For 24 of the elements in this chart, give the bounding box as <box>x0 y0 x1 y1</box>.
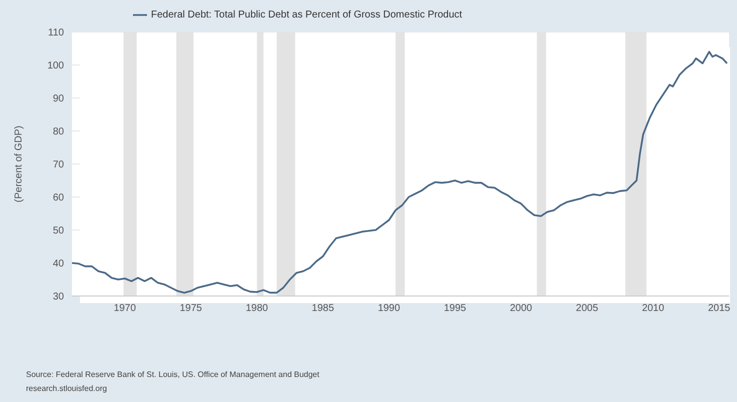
x-tick-label: 1975 <box>180 303 202 314</box>
y-tick-label: 60 <box>52 192 64 204</box>
source-note: Source: Federal Reserve Bank of St. Louis, US. Office of Management and Budget <box>26 369 320 381</box>
x-tick-label: 1970 <box>114 303 136 314</box>
text: research.stlouisfed.org <box>26 383 108 395</box>
y-axis-title: (Percent of GDP) <box>14 126 25 202</box>
y-tick-label: 80 <box>52 126 64 138</box>
y-tick-label: 50 <box>52 226 64 237</box>
x-tick-label: 2005 <box>576 303 599 314</box>
y-tick-label: 70 <box>52 160 64 171</box>
x-tick-label: 1990 <box>378 303 401 314</box>
y-tick-label: 40 <box>52 258 64 270</box>
x-tick-label: 2000 <box>510 303 533 314</box>
x-tick-label: 1995 <box>444 303 467 314</box>
y-tick-label: 30 <box>52 292 64 303</box>
line-series <box>72 50 728 294</box>
y-tick-label: 100 <box>47 60 64 72</box>
x-tick-label: 2010 <box>642 303 665 314</box>
y-tick-label: 90 <box>52 94 64 105</box>
x-tick-label: 2015 <box>708 303 731 314</box>
x-tick-label: 1985 <box>312 303 334 314</box>
legend-label: Federal Debt: Total Public Debt as Percent of Gross Domestic Product <box>151 10 462 21</box>
y-tick-label: 110 <box>48 28 64 39</box>
x-tick-label: 1980 <box>246 303 268 314</box>
